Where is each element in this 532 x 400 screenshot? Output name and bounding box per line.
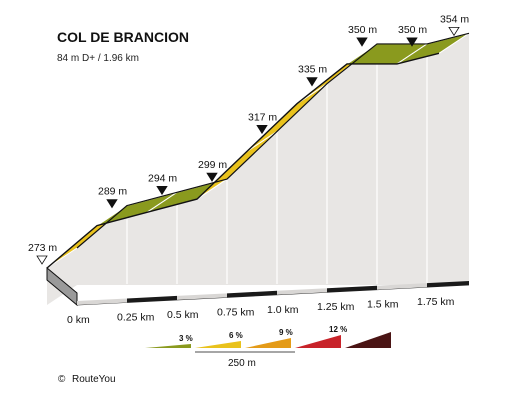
chart-title: COL DE BRANCION bbox=[57, 29, 189, 45]
elevation-markers: 273 m 289 m 294 m 299 m 317 m 335 m 350 m 350 m… bbox=[28, 13, 469, 265]
distance-bar bbox=[327, 285, 377, 293]
legend-swatch bbox=[295, 335, 341, 348]
profile-front-edge bbox=[46, 52, 440, 269]
legend-swatch bbox=[245, 338, 291, 348]
distance-bar bbox=[127, 295, 177, 303]
distance-tick-label: 0.25 km bbox=[117, 311, 155, 323]
distance-tick-label: 1.75 km bbox=[417, 296, 455, 308]
elevation-marker bbox=[448, 26, 460, 37]
distance-bar bbox=[177, 293, 227, 300]
distance-tick-label: 0.5 km bbox=[167, 309, 199, 321]
legend-swatch bbox=[195, 341, 241, 348]
distance-ticks: 0 km 0.25 km 0.5 km 0.75 km 1.0 km 1.25 km 1.5… bbox=[67, 296, 455, 326]
legend-swatch bbox=[145, 344, 191, 348]
footer: © RouteYou bbox=[58, 374, 116, 385]
elevation-marker bbox=[106, 199, 118, 209]
elevation-marker bbox=[406, 37, 418, 47]
distance-bar bbox=[227, 290, 277, 298]
legend-label: 9 % bbox=[279, 328, 293, 337]
distance-tick-label: 0 km bbox=[67, 314, 90, 326]
elevation-label: 350 m bbox=[398, 24, 427, 36]
elevation-marker bbox=[306, 77, 318, 87]
profile-back-wall bbox=[47, 33, 469, 305]
elevation-label: 317 m bbox=[248, 111, 277, 123]
legend-scale-label: 250 m bbox=[228, 358, 256, 369]
profile-top-surfaces bbox=[46, 32, 470, 269]
chart-subtitle: 84 m D+ / 1.96 km bbox=[57, 53, 139, 64]
distance-bar bbox=[377, 283, 427, 290]
elevation-marker bbox=[36, 255, 48, 265]
distance-tick-label: 1.5 km bbox=[367, 299, 399, 311]
copyright-icon: © bbox=[58, 374, 66, 385]
elevation-marker bbox=[156, 185, 168, 196]
elevation-label: 289 m bbox=[98, 186, 127, 198]
elevation-marker bbox=[356, 37, 368, 47]
distance-tick-label: 1.0 km bbox=[267, 304, 299, 316]
profile-walls bbox=[47, 33, 469, 305]
legend-label: 3 % bbox=[179, 334, 193, 343]
distance-bar bbox=[77, 298, 127, 305]
distance-tick-label: 0.75 km bbox=[217, 306, 255, 318]
brand-name: RouteYou bbox=[72, 374, 116, 385]
elevation-label: 354 m bbox=[440, 13, 469, 25]
elevation-label: 335 m bbox=[298, 64, 327, 76]
elevation-label: 299 m bbox=[198, 159, 227, 171]
elevation-marker bbox=[256, 125, 268, 135]
legend-label: 6 % bbox=[229, 331, 243, 340]
distance-bar bbox=[277, 288, 327, 295]
elevation-label: 294 m bbox=[148, 172, 177, 184]
gradient-legend: 3 % 6 % 9 % 12 % 250 m bbox=[145, 325, 391, 369]
elevation-label: 350 m bbox=[348, 24, 377, 36]
legend-label: 12 % bbox=[329, 325, 347, 334]
distance-tick-label: 1.25 km bbox=[317, 301, 355, 313]
legend-swatch bbox=[345, 332, 391, 348]
distance-bar bbox=[427, 281, 469, 288]
elevation-marker bbox=[206, 172, 218, 182]
elevation-label: 273 m bbox=[28, 242, 57, 254]
profile-base bbox=[46, 266, 470, 307]
